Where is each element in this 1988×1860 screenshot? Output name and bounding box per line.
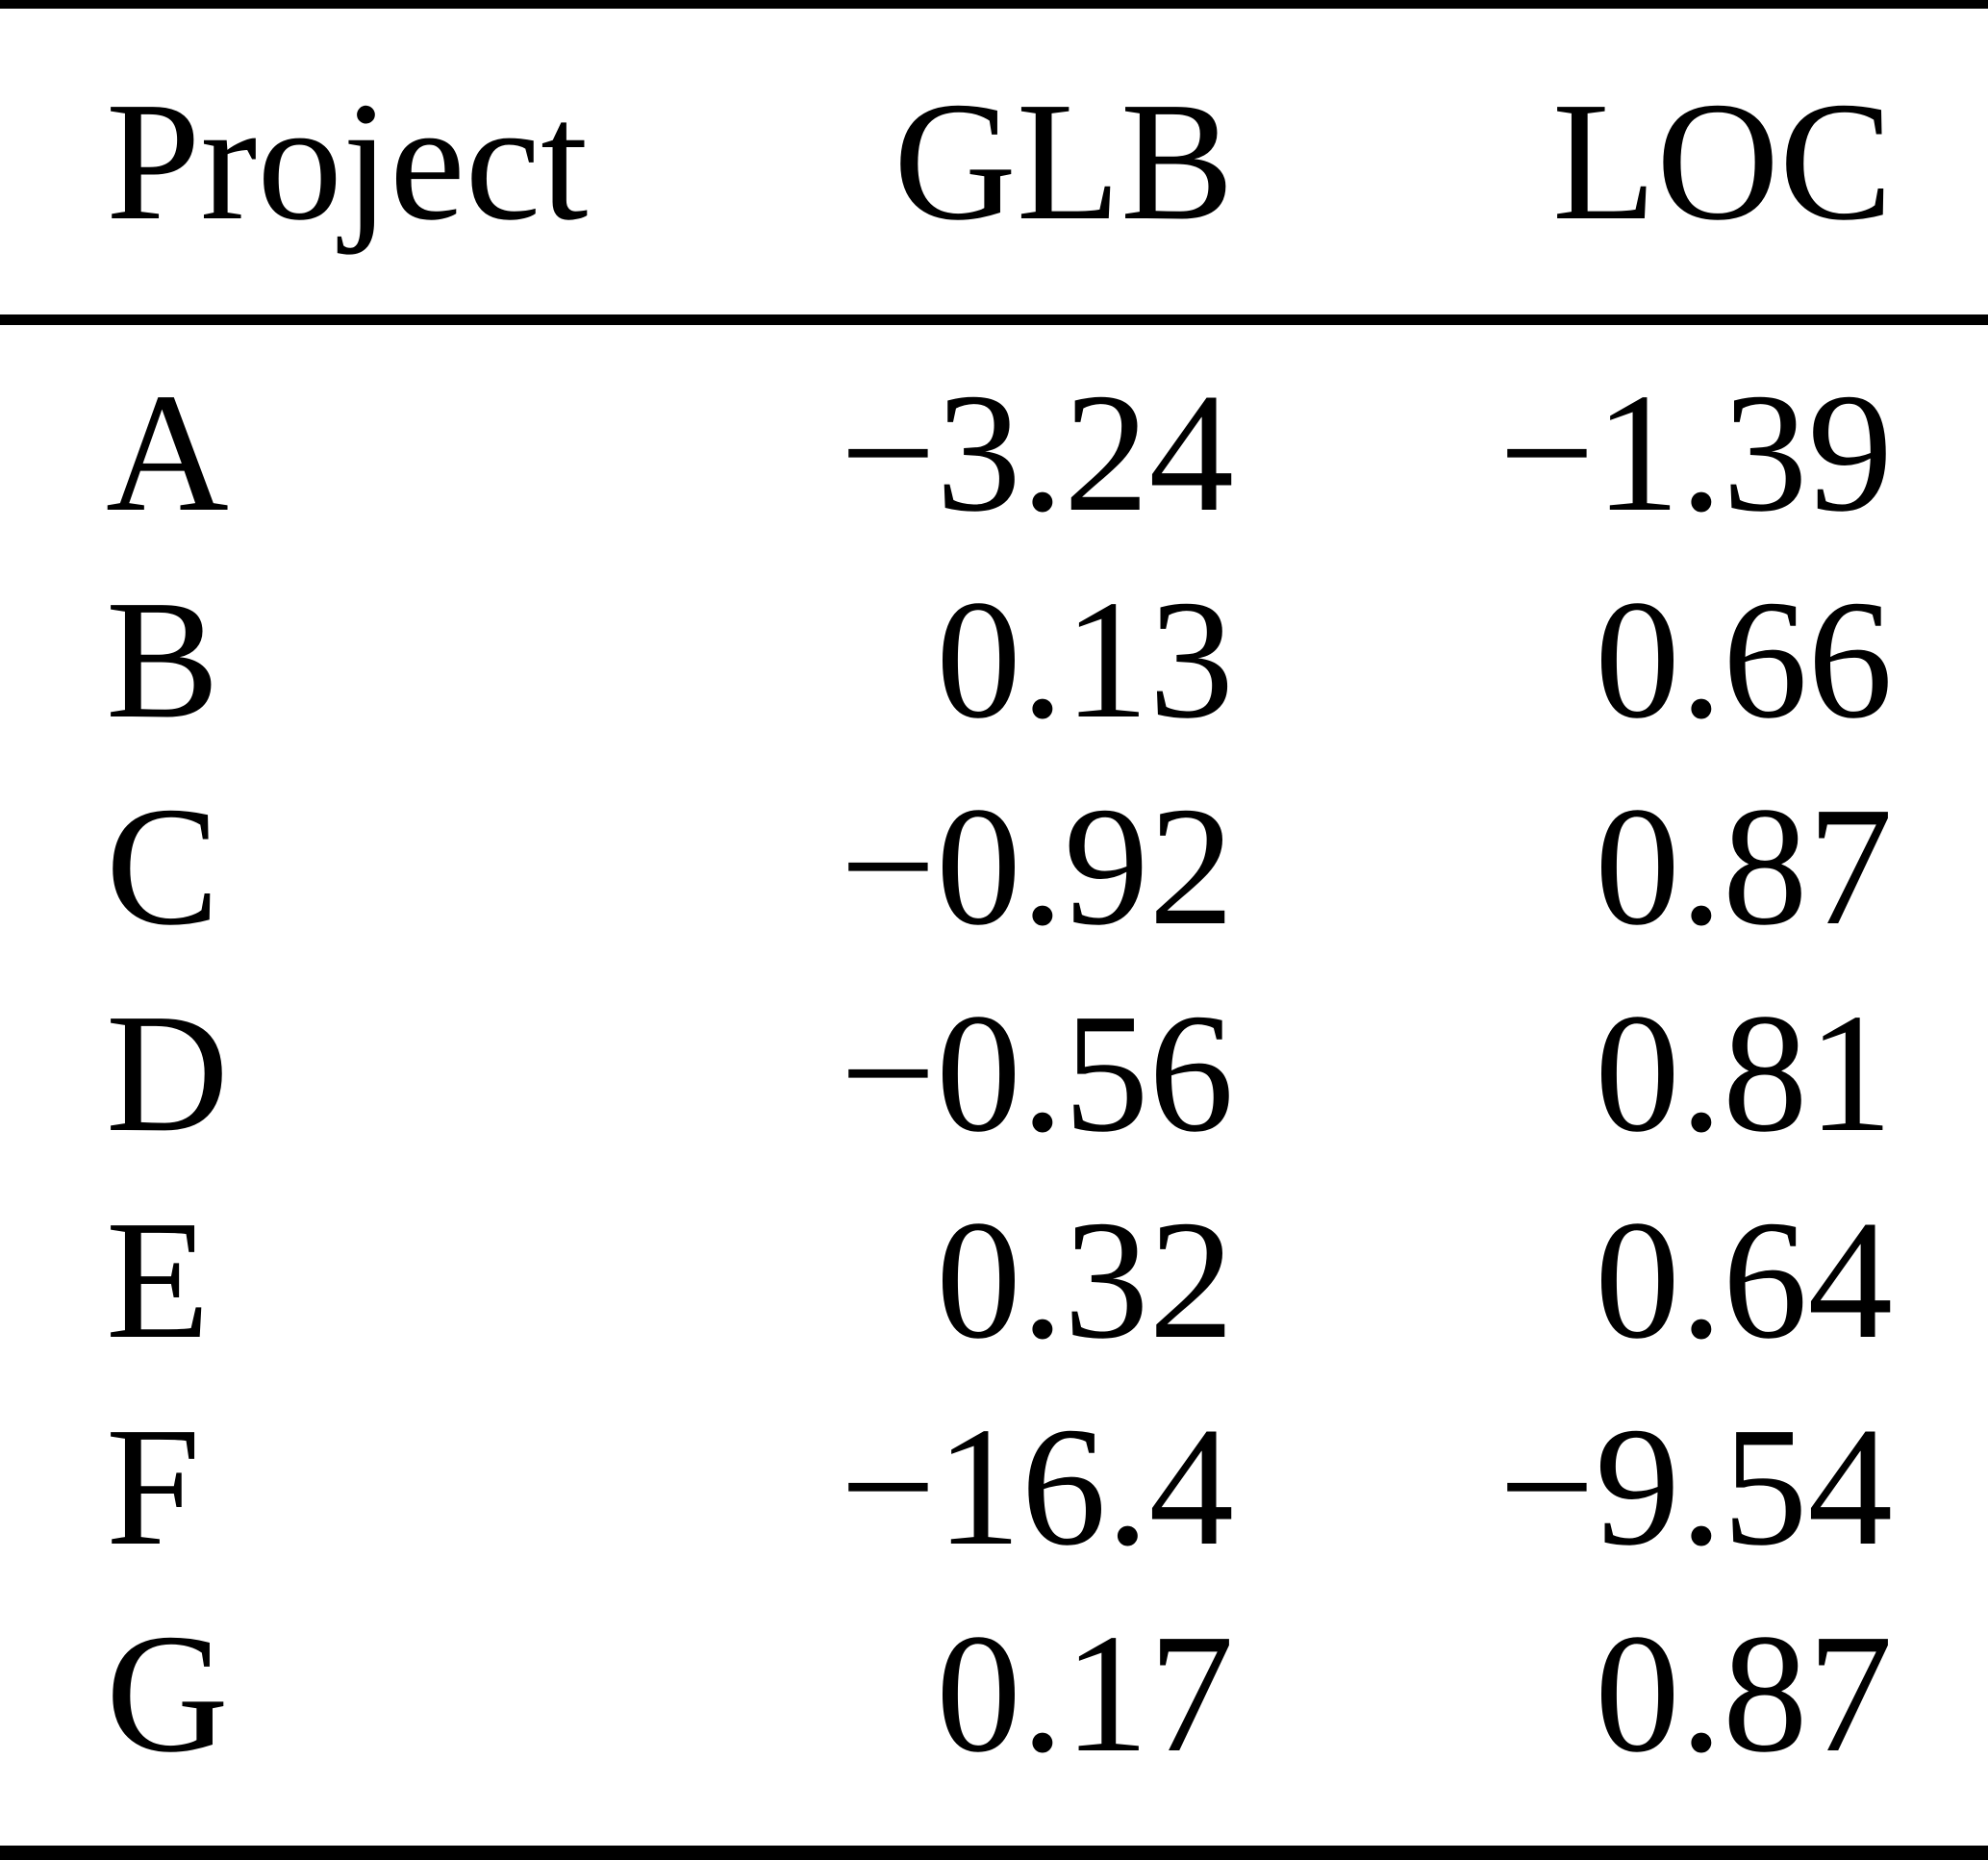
loc-cell: −1.39 [1498, 359, 1893, 547]
project-cell: G [106, 1599, 229, 1788]
table-row: B 0.13 0.66 [0, 557, 1988, 764]
table-row: E 0.32 0.64 [0, 1177, 1988, 1384]
loc-cell: 0.87 [1595, 772, 1893, 961]
project-cell: D [106, 979, 229, 1168]
column-header-project: Project [106, 66, 589, 256]
glb-cell: −16.4 [840, 1393, 1234, 1581]
project-cell: C [106, 772, 220, 961]
glb-cell: 0.32 [936, 1186, 1234, 1374]
loc-cell: 0.87 [1595, 1599, 1893, 1788]
glb-cell: 0.17 [936, 1599, 1234, 1788]
glb-cell: −3.24 [840, 359, 1234, 547]
table-row: A −3.24 −1.39 [0, 350, 1988, 557]
table-row: F −16.4 −9.54 [0, 1384, 1988, 1591]
glb-cell: −0.56 [840, 979, 1234, 1168]
table-row: C −0.92 0.87 [0, 764, 1988, 970]
column-header-glb: GLB [893, 66, 1234, 256]
project-cell: F [106, 1393, 201, 1581]
header-row: Project GLB LOC [0, 9, 1988, 314]
table-row: D −0.56 0.81 [0, 970, 1988, 1177]
project-cell: E [106, 1186, 211, 1374]
bottom-rule [0, 1846, 1988, 1860]
table-row: G 0.17 0.87 [0, 1591, 1988, 1797]
top-rule [0, 0, 1988, 9]
loc-cell: −9.54 [1498, 1393, 1893, 1581]
loc-cell: 0.66 [1595, 566, 1893, 754]
loc-cell: 0.81 [1595, 979, 1893, 1168]
glb-cell: 0.13 [936, 566, 1234, 754]
glb-cell: −0.92 [840, 772, 1234, 961]
loc-cell: 0.64 [1595, 1186, 1893, 1374]
header-divider-rule [0, 314, 1988, 325]
column-header-loc: LOC [1552, 66, 1893, 256]
table-body: A −3.24 −1.39 B 0.13 0.66 C −0.92 0.87 D… [0, 325, 1988, 1797]
project-cell: B [106, 566, 220, 754]
project-cell: A [106, 359, 229, 547]
